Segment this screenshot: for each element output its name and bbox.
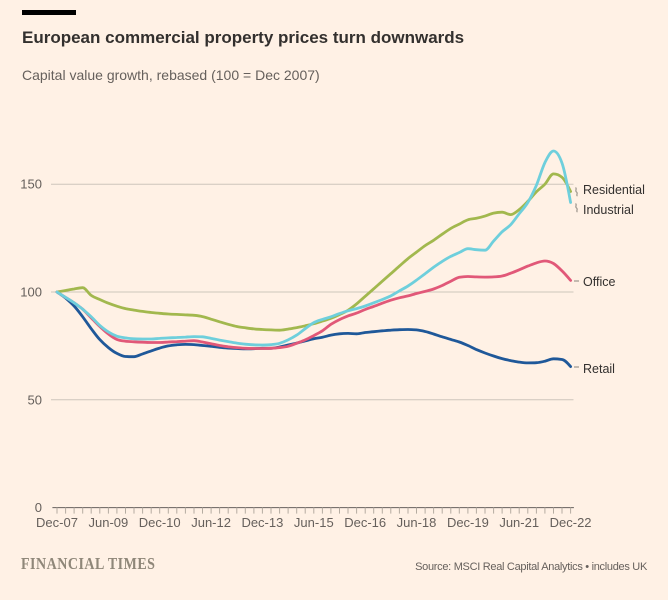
svg-text:Jun-12: Jun-12 <box>191 515 231 530</box>
svg-text:Dec-10: Dec-10 <box>139 515 181 530</box>
svg-text:Dec-16: Dec-16 <box>344 515 386 530</box>
svg-text:Office: Office <box>583 275 615 289</box>
svg-text:Dec-22: Dec-22 <box>550 515 592 530</box>
svg-text:Industrial: Industrial <box>583 203 634 217</box>
svg-text:100: 100 <box>20 285 42 300</box>
svg-text:Residential: Residential <box>583 183 645 197</box>
svg-text:Jun-21: Jun-21 <box>499 515 539 530</box>
svg-text:Jun-09: Jun-09 <box>89 515 129 530</box>
svg-text:Jun-18: Jun-18 <box>397 515 437 530</box>
svg-text:Dec-07: Dec-07 <box>36 515 78 530</box>
svg-text:Jun-15: Jun-15 <box>294 515 334 530</box>
svg-text:Dec-19: Dec-19 <box>447 515 489 530</box>
svg-text:0: 0 <box>35 500 42 515</box>
svg-text:50: 50 <box>28 392 42 407</box>
svg-text:150: 150 <box>20 177 42 192</box>
svg-text:Dec-13: Dec-13 <box>241 515 283 530</box>
svg-text:Retail: Retail <box>583 362 615 376</box>
